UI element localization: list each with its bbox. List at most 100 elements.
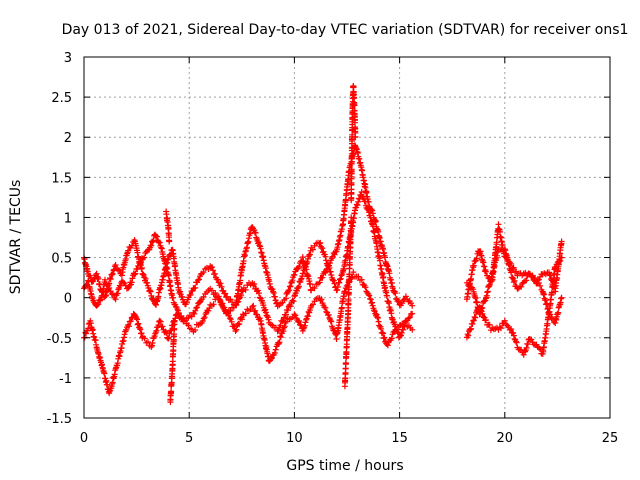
data-point bbox=[364, 206, 371, 212]
data-point bbox=[132, 270, 139, 277]
x-tick-label: 25 bbox=[602, 431, 619, 446]
data-point bbox=[287, 283, 294, 290]
data-point bbox=[529, 274, 536, 280]
data-point bbox=[148, 292, 155, 299]
data-point bbox=[409, 310, 416, 317]
data-point bbox=[109, 271, 116, 278]
data-point bbox=[510, 264, 517, 271]
data-point bbox=[260, 302, 267, 309]
data-point bbox=[131, 271, 138, 278]
data-point bbox=[355, 273, 362, 280]
data-point bbox=[354, 202, 361, 209]
data-point bbox=[409, 326, 416, 333]
data-point bbox=[235, 298, 242, 305]
data-point bbox=[309, 246, 316, 253]
data-point bbox=[341, 288, 348, 295]
data-point bbox=[95, 301, 102, 308]
data-point bbox=[270, 288, 276, 295]
data-point bbox=[523, 277, 530, 284]
data-point bbox=[352, 134, 359, 141]
data-point bbox=[216, 296, 223, 303]
data-point bbox=[523, 344, 530, 351]
data-point bbox=[120, 279, 127, 286]
data-point bbox=[112, 262, 119, 268]
data-point bbox=[471, 314, 478, 320]
data-point bbox=[269, 355, 275, 361]
data-point bbox=[283, 311, 289, 318]
data-point bbox=[334, 284, 341, 290]
data-point bbox=[123, 326, 130, 333]
data-point bbox=[510, 279, 517, 286]
data-point bbox=[179, 293, 186, 300]
data-point bbox=[256, 242, 263, 249]
data-point bbox=[400, 297, 407, 304]
data-point bbox=[325, 311, 332, 318]
data-point bbox=[162, 328, 169, 335]
data-point bbox=[156, 239, 163, 246]
data-point bbox=[271, 350, 278, 356]
data-point bbox=[472, 314, 479, 321]
data-point bbox=[157, 318, 164, 325]
data-point bbox=[558, 294, 565, 301]
y-tick-label: 1.5 bbox=[51, 171, 72, 186]
data-point bbox=[250, 302, 257, 309]
data-point bbox=[265, 316, 272, 323]
data-point bbox=[406, 314, 413, 321]
data-point bbox=[348, 214, 355, 221]
data-point bbox=[185, 322, 192, 329]
data-point bbox=[380, 335, 387, 342]
data-point bbox=[217, 280, 224, 287]
data-point bbox=[358, 189, 365, 195]
data-point bbox=[211, 270, 218, 277]
data-point bbox=[384, 292, 390, 299]
data-point bbox=[336, 279, 343, 286]
data-point bbox=[192, 327, 199, 333]
data-point bbox=[138, 259, 144, 266]
data-point bbox=[296, 263, 303, 270]
data-point bbox=[141, 335, 148, 342]
data-point bbox=[158, 244, 165, 251]
data-point bbox=[102, 276, 108, 283]
data-point bbox=[321, 304, 328, 311]
data-point bbox=[107, 288, 114, 295]
data-point bbox=[518, 283, 525, 290]
x-tick-label: 10 bbox=[286, 431, 303, 446]
data-point bbox=[528, 336, 535, 343]
data-points bbox=[81, 83, 565, 406]
data-point bbox=[331, 251, 338, 258]
data-point bbox=[282, 320, 289, 326]
data-point bbox=[400, 326, 407, 333]
y-tick-label: -1 bbox=[59, 372, 72, 387]
data-point bbox=[163, 329, 170, 336]
data-point bbox=[558, 254, 565, 261]
y-tick-label: 1 bbox=[64, 211, 72, 226]
data-point bbox=[210, 301, 217, 308]
data-point bbox=[192, 307, 199, 314]
data-point bbox=[402, 318, 409, 325]
y-tick-label: 2 bbox=[64, 131, 72, 146]
data-point bbox=[182, 317, 188, 324]
data-point bbox=[226, 315, 233, 322]
data-point bbox=[508, 326, 515, 332]
data-point bbox=[346, 261, 353, 268]
data-point bbox=[286, 287, 293, 294]
data-point bbox=[322, 269, 329, 276]
data-point bbox=[268, 355, 274, 362]
data-point bbox=[289, 297, 296, 304]
tick-labels: 0 5 10 15 20 25 -1.5 -1 -0.5 0 0.5 1 1.5 2 2.5 3 bbox=[47, 51, 619, 446]
data-point bbox=[159, 323, 166, 330]
data-point bbox=[141, 254, 148, 261]
data-point bbox=[334, 286, 341, 293]
data-point bbox=[296, 318, 303, 324]
data-point bbox=[319, 274, 326, 281]
data-point bbox=[392, 290, 399, 297]
data-point bbox=[146, 287, 153, 294]
data-point bbox=[114, 290, 121, 297]
data-point bbox=[520, 351, 527, 358]
data-point bbox=[547, 272, 554, 279]
data-point bbox=[200, 315, 207, 322]
data-point bbox=[371, 307, 377, 314]
data-point bbox=[358, 276, 365, 283]
data-point bbox=[316, 279, 323, 286]
data-point bbox=[242, 286, 249, 293]
